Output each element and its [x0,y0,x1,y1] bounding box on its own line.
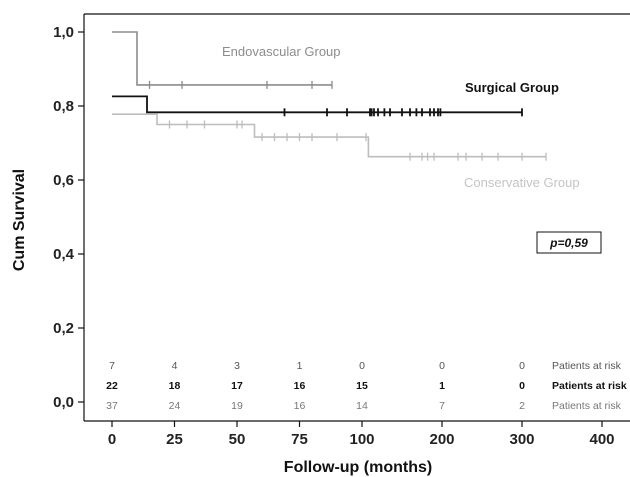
risk-value: 19 [231,400,243,412]
y-tick-label: 0,4 [53,246,75,263]
y-tick-label: 0,6 [53,172,74,189]
x-tick-label: 25 [166,431,183,448]
x-tick-label: 300 [509,431,534,448]
series-label-conservative: Conservative Group [464,175,580,190]
risk-value: 22 [106,380,118,392]
series-surgical [112,95,523,117]
risk-value: 0 [439,360,445,372]
risk-value: 24 [169,400,181,412]
y-tick-label: 0,8 [53,98,74,115]
x-tick-label: 200 [429,431,454,448]
series-label-surgical: Surgical Group [465,80,559,95]
p-value-text: p=0,59 [549,236,588,250]
risk-row-label: Patients at risk [552,400,622,412]
survival-curve-endovascular [112,31,332,86]
risk-value: 18 [169,380,181,392]
risk-value: 7 [439,400,445,412]
risk-table: 7 4 3 1 0 0 0 Patients at risk 22 18 17 16 15 1 0 Patie… [106,360,627,412]
risk-row-label: Patients at risk [552,360,622,372]
risk-value: 17 [231,380,243,392]
risk-value: 7 [109,360,115,372]
risk-value: 1 [439,380,445,392]
series-conservative [112,113,547,161]
risk-value: 16 [294,380,306,392]
axes: 0,00,20,40,60,81,00 25 50 75 100 200 300 400 [53,13,630,448]
y-axis-title: Cum Survival [11,169,28,271]
risk-value: 37 [106,400,118,412]
series-endovascular [112,31,333,89]
risk-row-surgical: 22 18 17 16 15 1 0 Patients at risk [106,380,627,392]
risk-value: 2 [519,400,525,412]
risk-value: 0 [519,360,525,372]
survival-curve-conservative [112,113,546,158]
y-tick-label: 0,2 [53,320,74,337]
risk-row-conservative: 37 24 19 16 14 7 2 Patients at risk [106,400,621,412]
risk-value: 15 [356,380,368,392]
risk-value: 16 [294,400,306,412]
y-tick-label: 0,0 [53,394,74,411]
survival-curve-surgical [112,95,522,114]
y-tick-label: 1,0 [53,24,74,41]
risk-value: 0 [359,360,365,372]
series-layer [112,31,547,161]
x-tick-label: 400 [589,431,614,448]
p-value-box [536,231,602,254]
risk-value: 4 [172,360,178,372]
risk-value: 14 [356,400,368,412]
risk-value: 1 [297,360,303,372]
x-tick-label: 75 [291,431,308,448]
series-label-endovascular: Endovascular Group [222,44,341,59]
x-tick-label: 100 [349,431,374,448]
labels-layer: Endovascular Group Surgical Group Conser… [11,44,602,476]
x-axis-title: Follow-up (months) [284,459,432,476]
risk-value: 3 [234,360,240,372]
risk-row-endovascular: 7 4 3 1 0 0 0 Patients at risk [109,360,622,372]
risk-value: 0 [519,380,525,392]
x-tick-label: 0 [108,431,116,448]
x-tick-label: 50 [229,431,246,448]
risk-row-label: Patients at risk [552,380,627,392]
